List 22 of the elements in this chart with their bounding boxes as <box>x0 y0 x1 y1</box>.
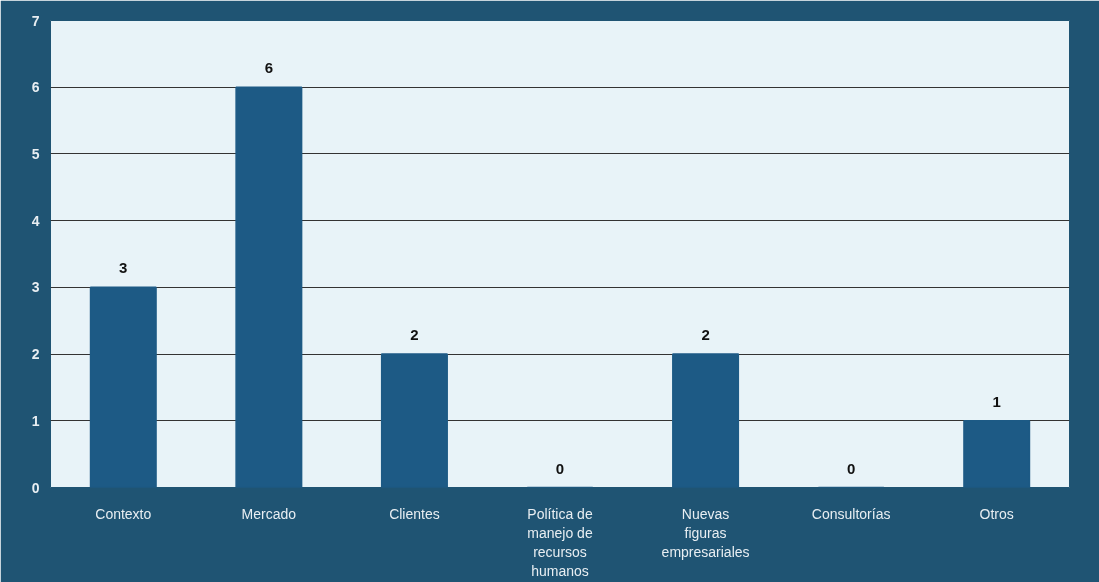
x-tick-label: Clientes <box>389 505 440 522</box>
data-label: 2 <box>410 326 419 344</box>
y-tick-label: 2 <box>31 346 40 363</box>
x-tick-label: Nuevas figuras empresariales <box>661 505 750 560</box>
x-tick-label: Política de manejo de recursos humanos <box>527 505 593 580</box>
data-label: 0 <box>555 459 565 477</box>
data-label: 3 <box>119 259 128 277</box>
y-tick-label: 5 <box>31 145 40 162</box>
x-tick-label: Otros <box>979 505 1014 522</box>
y-tick-label: 1 <box>31 412 40 429</box>
y-tick-label: 7 <box>31 12 40 29</box>
data-label: 2 <box>701 326 710 344</box>
x-tick-label: Consultorías <box>811 505 891 522</box>
y-tick-label: 0 <box>31 479 40 496</box>
x-tick-label: Mercado <box>241 505 297 522</box>
y-tick-label: 3 <box>31 279 40 296</box>
data-label: 0 <box>846 459 856 477</box>
y-tick-label: 4 <box>31 212 40 229</box>
y-tick-label: 6 <box>31 79 40 96</box>
x-tick-label: Contexto <box>95 505 152 522</box>
data-label: 6 <box>264 59 274 77</box>
data-label: 1 <box>992 392 1001 410</box>
